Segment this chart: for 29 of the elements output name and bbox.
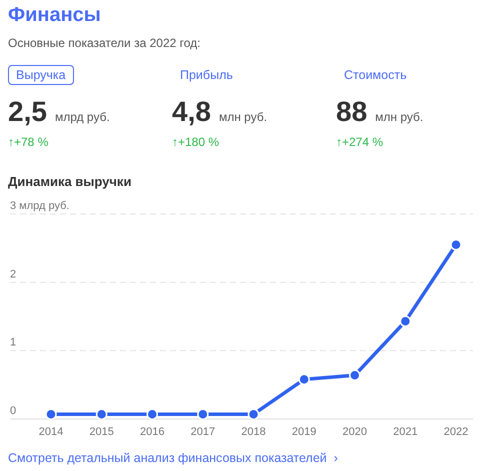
text: Смотреть детальный анализ финансовых показателей › xyxy=(8,451,338,465)
x-tick-label: 2014 xyxy=(38,426,64,438)
x-tick-label: 2021 xyxy=(393,426,418,438)
text: ↑+78 % xyxy=(8,135,48,149)
y-tick-label: 2 xyxy=(10,268,16,280)
y-tick-label: 0 xyxy=(10,405,16,417)
x-tick-label: 2020 xyxy=(342,426,367,438)
chart-subtitle: Основные показатели за 2022 год: xyxy=(8,36,200,50)
x-tick-label: 2016 xyxy=(140,426,164,438)
text: Выручка xyxy=(8,65,74,85)
x-tick-label: 2015 xyxy=(89,426,114,438)
text: Динамика выручки xyxy=(8,174,132,189)
text: млн руб. xyxy=(375,110,424,124)
text: 2,5 xyxy=(8,96,47,127)
x-tick-label: 2019 xyxy=(292,426,316,438)
x-tick-label: 2022 xyxy=(444,426,468,438)
y-tick-label: 1 xyxy=(10,336,16,349)
text: 88 xyxy=(336,96,368,127)
text: Стоимость xyxy=(343,67,408,84)
chart-title: Финансы xyxy=(8,4,101,27)
text: ↑+180 % xyxy=(172,135,220,149)
text: млн руб. xyxy=(218,110,268,124)
text: Прибыль xyxy=(179,67,234,84)
text: млрд руб. xyxy=(54,110,110,124)
x-tick-label: 2017 xyxy=(190,426,216,438)
y-tick-label: 3 млрд руб. xyxy=(10,200,70,212)
text: 4,8 xyxy=(172,96,211,127)
x-tick-label: 2018 xyxy=(241,426,266,438)
text: ↑+274 % xyxy=(336,135,384,149)
